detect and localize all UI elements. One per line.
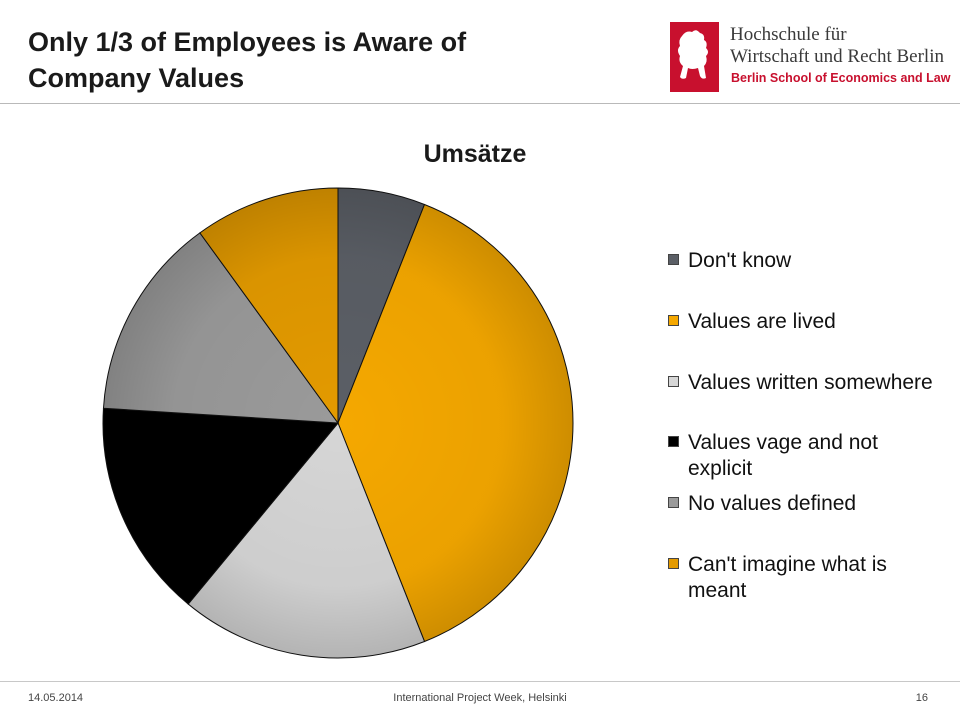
legend-label: Values written somewhere [688, 371, 933, 394]
page-number: 16 [915, 692, 928, 704]
footer-divider [0, 681, 960, 682]
legend-swatch [668, 436, 679, 447]
legend-swatch [668, 497, 679, 508]
logo-line-2: Wirtschaft und Recht Berlin [730, 46, 944, 67]
legend-label: Values vage and not explicit [688, 431, 878, 480]
berlin-bear-icon [670, 22, 719, 92]
slide-title: Only 1/3 of Employees is Aware of Compan… [28, 27, 467, 93]
header-divider [0, 103, 960, 104]
logo-line-1: Hochschule für [730, 24, 847, 45]
legend-label: Don't know [688, 249, 792, 272]
logo-line-3: Berlin School of Economics and Law [731, 71, 951, 85]
legend-label: Values are lived [688, 310, 836, 333]
legend-swatch [668, 315, 679, 326]
legend-label: Can't imagine what is meant [688, 553, 887, 602]
legend-swatch [668, 376, 679, 387]
legend-swatch [668, 254, 679, 265]
legend-swatch [668, 558, 679, 569]
footer-event: International Project Week, Helsinki [393, 692, 567, 704]
legend-label: No values defined [688, 492, 857, 515]
university-logo: Hochschule für Wirtschaft und Recht Berl… [670, 22, 950, 92]
chart-title: Umsätze [423, 140, 527, 168]
footer-date: 14.05.2014 [28, 692, 84, 704]
